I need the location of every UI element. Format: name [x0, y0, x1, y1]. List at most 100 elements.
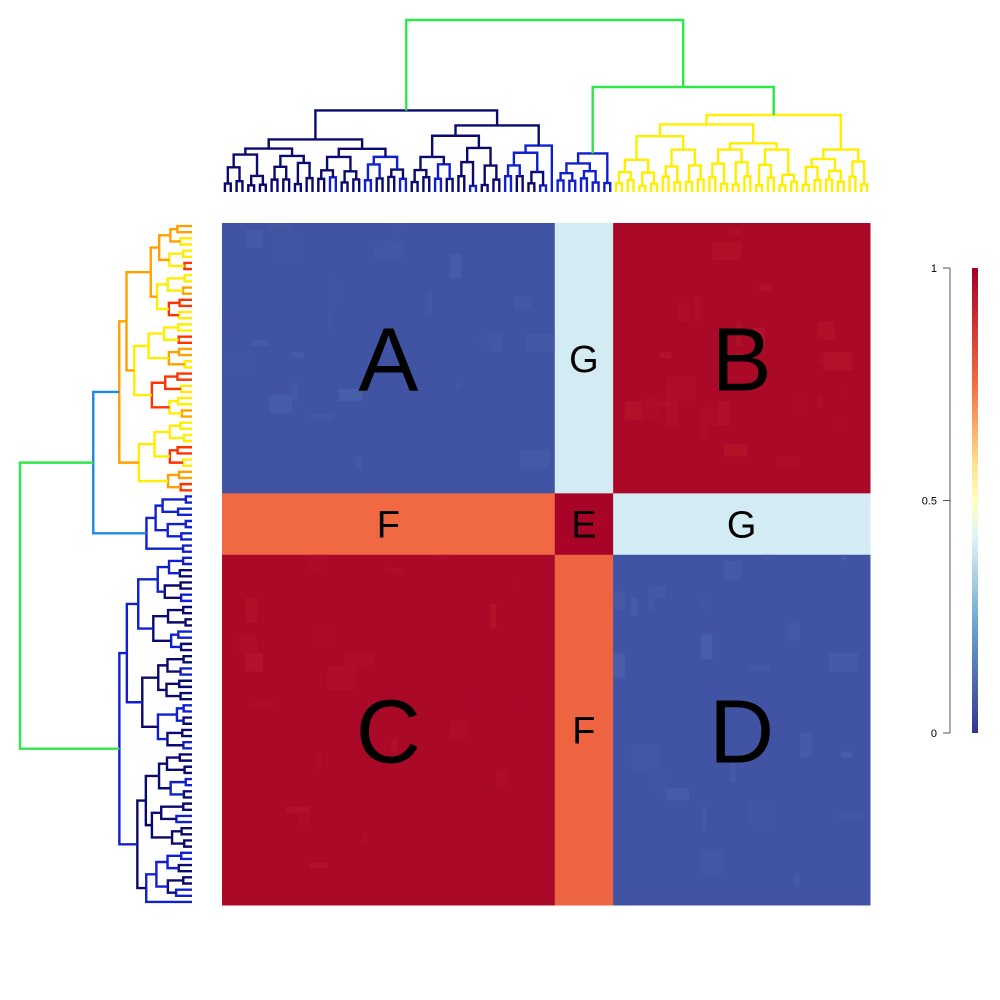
dendrogram-link — [649, 182, 659, 192]
dendrogram-link — [568, 179, 577, 192]
heatmap-cell-variation — [671, 321, 690, 334]
dendrogram-link — [163, 584, 182, 599]
dendrogram-link — [492, 178, 501, 192]
heatmap-cell-variation — [630, 235, 637, 248]
dendrogram-link — [136, 799, 147, 890]
heatmap-cell-variation — [496, 665, 509, 672]
dendrogram-link — [179, 667, 192, 676]
dendrogram-link — [789, 180, 799, 192]
heatmap-block-1-0 — [222, 493, 556, 556]
colorbar-tick-label: 1 — [931, 263, 937, 275]
dendrogram-link — [658, 123, 755, 144]
heatmap-cell-variation — [327, 278, 339, 303]
heatmap-cell-variation — [689, 585, 713, 592]
dendrogram-link — [282, 178, 291, 192]
dendrogram-link — [161, 498, 186, 513]
dendrogram-link — [387, 175, 396, 192]
dendrogram-link — [340, 181, 349, 192]
heatmap-cell-variation — [735, 321, 742, 346]
dendrogram-link — [687, 164, 702, 182]
heatmap-cell-variation — [817, 395, 824, 408]
dendrogram-link — [179, 581, 192, 590]
dendrogram-link — [157, 762, 171, 790]
heatmap-cell-variation — [385, 567, 403, 574]
dendrogram-link — [778, 184, 787, 192]
heatmap-cell-variation — [700, 849, 725, 875]
heatmap-cell-variation — [245, 653, 263, 672]
heatmap-cell-variation — [630, 597, 637, 617]
dendrogram-link — [137, 578, 158, 630]
heatmap-cell-variation — [490, 333, 503, 353]
dendrogram-link — [235, 179, 244, 192]
dendrogram-link — [156, 713, 177, 741]
dendrogram-link — [179, 384, 192, 394]
dendrogram-link — [614, 182, 624, 192]
colorbar-tick-label: 0.5 — [922, 496, 937, 508]
dendrogram-link — [836, 180, 845, 192]
heatmap-cell-variation — [759, 284, 771, 291]
dendrogram-link — [626, 178, 635, 192]
dendrogram-link — [152, 615, 172, 643]
dendrogram-link — [293, 182, 303, 192]
heatmap-cell-variation — [840, 382, 847, 402]
heatmap-cell-variation — [636, 321, 649, 334]
colorbar-gradient-bar — [972, 268, 978, 733]
block-labels: A B C D E F F G G — [356, 311, 774, 783]
dendrogram-link — [398, 177, 408, 192]
heatmap-block-0-0 — [222, 223, 556, 494]
block-label-G: G — [569, 339, 599, 381]
heatmap-cell-variation — [724, 444, 748, 457]
block-label-F: F — [377, 505, 400, 547]
dendrogram-link — [743, 175, 752, 192]
heatmap-cell-variation — [665, 788, 690, 801]
dendrogram-link — [141, 676, 159, 729]
dendrogram-link — [169, 780, 186, 796]
dendrogram-link — [366, 163, 381, 181]
dendrogram-link — [178, 679, 192, 689]
heatmap-cell-variation — [274, 235, 304, 260]
heatmap-cell-variation — [402, 769, 421, 776]
dendrogram-link — [696, 178, 705, 192]
heatmap-cell-variation — [764, 554, 771, 561]
heatmap-cell-variation — [292, 425, 298, 432]
dendrogram-link — [177, 323, 192, 332]
dendrogram-link — [157, 664, 168, 692]
block-label-B: B — [712, 311, 772, 411]
heatmap-cell-variation — [712, 241, 742, 260]
dendrogram-link — [182, 876, 192, 885]
heatmap-cell-variation — [805, 794, 830, 813]
heatmap-cell-variation — [840, 751, 853, 758]
dendrogram-link — [325, 155, 352, 172]
heatmap-cell-variation — [367, 358, 374, 365]
dendrogram-link — [177, 310, 192, 320]
dendrogram-link — [258, 183, 267, 192]
heatmap-cell-variation — [508, 696, 538, 709]
dendrogram-link — [181, 556, 192, 566]
dendrogram-link — [822, 148, 860, 162]
dendrogram-link — [166, 608, 186, 624]
dendrogram-link — [184, 618, 192, 627]
heatmap-cell-variation — [239, 634, 258, 654]
dendrogram-link — [157, 234, 171, 262]
dendrogram-link — [183, 765, 192, 775]
heatmap-cell-variation — [817, 321, 835, 340]
dendrogram-link — [184, 777, 192, 787]
heatmap-cell-variation — [490, 603, 497, 629]
dendrogram-link — [603, 181, 612, 192]
dendrogram-link — [273, 165, 288, 180]
dendrogram-link — [670, 148, 697, 167]
dendrogram-link — [180, 409, 192, 418]
heatmap-cell-variation — [700, 425, 707, 439]
dendrogram-link — [181, 249, 192, 258]
heatmap-cell-variation — [478, 794, 497, 819]
dendrogram-link — [352, 178, 361, 192]
dendrogram-link — [430, 134, 481, 157]
heatmap-cell-variation — [648, 597, 654, 611]
block-label-A: A — [358, 311, 418, 411]
heatmap-cell-variation — [700, 579, 719, 586]
heatmap-cell-variation — [268, 395, 293, 414]
dendrogram-link — [641, 171, 656, 186]
heatmap-cell-variation — [292, 382, 298, 402]
dendrogram-link — [305, 176, 314, 192]
